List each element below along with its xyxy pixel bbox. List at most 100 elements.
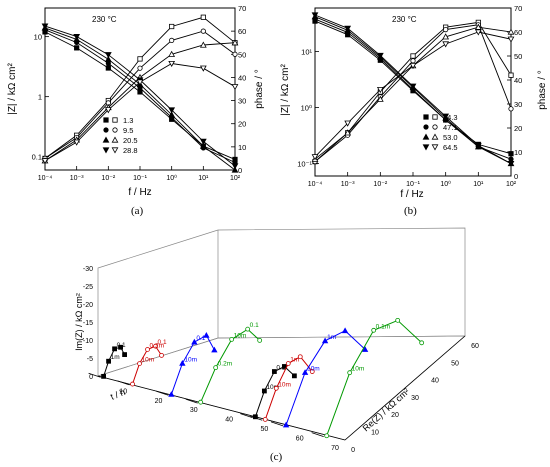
panel-c-nyquist-point [198, 399, 204, 405]
panel-c-nyquist-point [101, 373, 106, 379]
panel-c-im-axis-label: Im(Z) / kΩ cm² [74, 293, 84, 351]
panel-a-caption: (a) [131, 205, 144, 217]
panel-b-caption: (b) [404, 205, 417, 217]
panel-c-edge-front [97, 375, 346, 441]
b-phase-point [507, 28, 515, 35]
panel-b-legend: 44.347.153.064.5 [422, 113, 458, 152]
panel-c-frequency-label: 10m [234, 332, 247, 339]
panel-c-nyquist-point [282, 421, 290, 428]
a-y2-tick-label: 40 [238, 73, 246, 82]
a-legend-marker-open [112, 127, 118, 133]
b-y2-tick-label: 20 [514, 124, 522, 133]
b-x-tick-label: 10⁻⁴ [308, 181, 323, 188]
a-modulus-point [73, 34, 81, 41]
panel-c-back-wall [97, 227, 466, 377]
a-modulus-point [168, 107, 176, 114]
panel-c-nyquist-point [262, 417, 268, 422]
panel-c-nyquist-point [179, 359, 186, 366]
b-legend-marker-open [431, 133, 439, 140]
a-phase-point [231, 39, 239, 46]
b-x-tick-label: 10⁻² [373, 181, 387, 188]
a-legend-marker-open [112, 117, 118, 123]
b-modulus-point [442, 113, 450, 120]
a-phase-point [200, 28, 206, 34]
panel-c-nyquist-point [285, 361, 291, 366]
a-phase-point [169, 37, 175, 44]
panel-c-ticks: 10 20 30 40 50 60 70 0 10 20 30 40 50 60 -30 -25 -20 -15 -… [83, 266, 479, 454]
panel-a-chart: 10⁻⁴ 10⁻³ 10⁻² 10⁻¹ 10⁰ 10¹ 10² 0.1 1 10 0 10 20 30 40… [7, 4, 265, 198]
panel-c-nyquist-point [145, 347, 150, 352]
panel-c-frequency-label: 10m [307, 366, 320, 373]
panel-c-nyquist-point [419, 340, 425, 346]
panel-c-chart: 10 20 30 40 50 60 70 0 10 20 30 40 50 60 -30 -25 -20 -15 -… [74, 227, 479, 454]
panel-c-t-tick-label: 40 [225, 417, 233, 424]
panel-c-frequency-label: 0.1 [196, 335, 205, 342]
a-phase-fit-line [44, 30, 236, 159]
a-phase-point [232, 51, 238, 57]
panel-a-y-axis-label: |Z| / kΩ cm² [7, 63, 18, 115]
a-y2-tick-label: 0 [238, 166, 242, 175]
panel-c-re-tick-label: 60 [471, 343, 479, 350]
panel-c-nyquist-point [168, 391, 175, 397]
panel-c-nyquist-point [257, 337, 263, 343]
panel-c-nyquist-point [301, 369, 309, 375]
b-y-tick-label: 10⁻¹ [297, 160, 312, 169]
panel-c-im-tick-label: -5 [87, 356, 93, 363]
panel-c-re-axis-label: Re(Z) / kΩ cm² [361, 386, 412, 433]
b-x-tick-label: 10⁻³ [341, 181, 355, 188]
panel-c-re-tick-label: 20 [391, 412, 399, 419]
a-y-tick-label: 0.1 [32, 153, 42, 162]
a-legend-marker-filled [103, 117, 109, 123]
panel-c-t-tick-label: 20 [155, 398, 163, 405]
a-phase-point [41, 158, 49, 165]
b-modulus-point [376, 52, 384, 60]
a-phase-point [200, 14, 206, 20]
b-y2-tick-label: 30 [514, 100, 522, 109]
panel-c-nyquist-point [347, 370, 353, 376]
panel-c-frequency-label: 0.2m [218, 361, 232, 368]
a-modulus-point [104, 55, 112, 62]
panel-a-axes: 10⁻⁴ 10⁻³ 10⁻² 10⁻¹ 10⁰ 10¹ 10² 0.1 1 10 0 10 20 30 40… [32, 4, 247, 182]
panel-c-3d-box [96, 227, 466, 441]
a-legend-marker-filled [102, 147, 110, 154]
a-y2-tick-label: 20 [238, 120, 246, 129]
panel-c-re-tick-label: 10 [371, 430, 379, 437]
b-modulus-point [508, 151, 514, 157]
a-modulus-point [199, 142, 207, 149]
b-modulus-point [474, 142, 482, 150]
a-y-tick-label: 10 [34, 33, 42, 42]
panel-c-nyquist-point [130, 381, 135, 387]
a-phase-point [137, 56, 143, 62]
a-y2-tick-label: 70 [238, 4, 246, 13]
a-legend-label: 1.3 [123, 116, 133, 125]
b-phase-point [376, 87, 384, 94]
panel-c-frequency-label: 0.1 [117, 342, 126, 349]
a-phase-point [199, 65, 207, 72]
panel-c-t-tick-label: 70 [331, 445, 339, 452]
panel-c-frequency-label: 10m [352, 366, 365, 373]
a-modulus-fit-line [44, 29, 236, 163]
panel-a-legend: 1.39.520.528.8 [102, 116, 138, 155]
panel-c-nyquist-point [191, 338, 198, 345]
a-x-tick-label: 10⁰ [166, 174, 177, 182]
a-modulus-point [41, 23, 49, 30]
b-phase-point [344, 120, 352, 127]
panel-c-im-tick-label: -20 [83, 302, 93, 309]
a-phase-point [231, 84, 239, 91]
panel-a-annotation: 230 °C [92, 15, 117, 24]
panel-c-re-tick-label: 50 [451, 360, 459, 367]
panel-c-nyquist-point [211, 346, 218, 353]
a-phase-point [168, 60, 176, 68]
a-legend-marker-open [111, 136, 119, 143]
a-x-tick-label: 10⁻² [101, 175, 115, 182]
panel-c-time-arrow [117, 380, 130, 386]
b-y2-tick-label: 0 [514, 172, 518, 181]
a-phase-point [73, 139, 81, 146]
panel-b-x-axis-label: f / Hz [400, 189, 423, 200]
panel-c-frequency-label: 0.2m [150, 342, 164, 349]
panel-c-frequency-label: 10m [184, 356, 197, 363]
a-phase-point [168, 50, 176, 57]
panel-c-nyquist-point [252, 414, 258, 420]
b-legend-marker-open [431, 144, 439, 151]
